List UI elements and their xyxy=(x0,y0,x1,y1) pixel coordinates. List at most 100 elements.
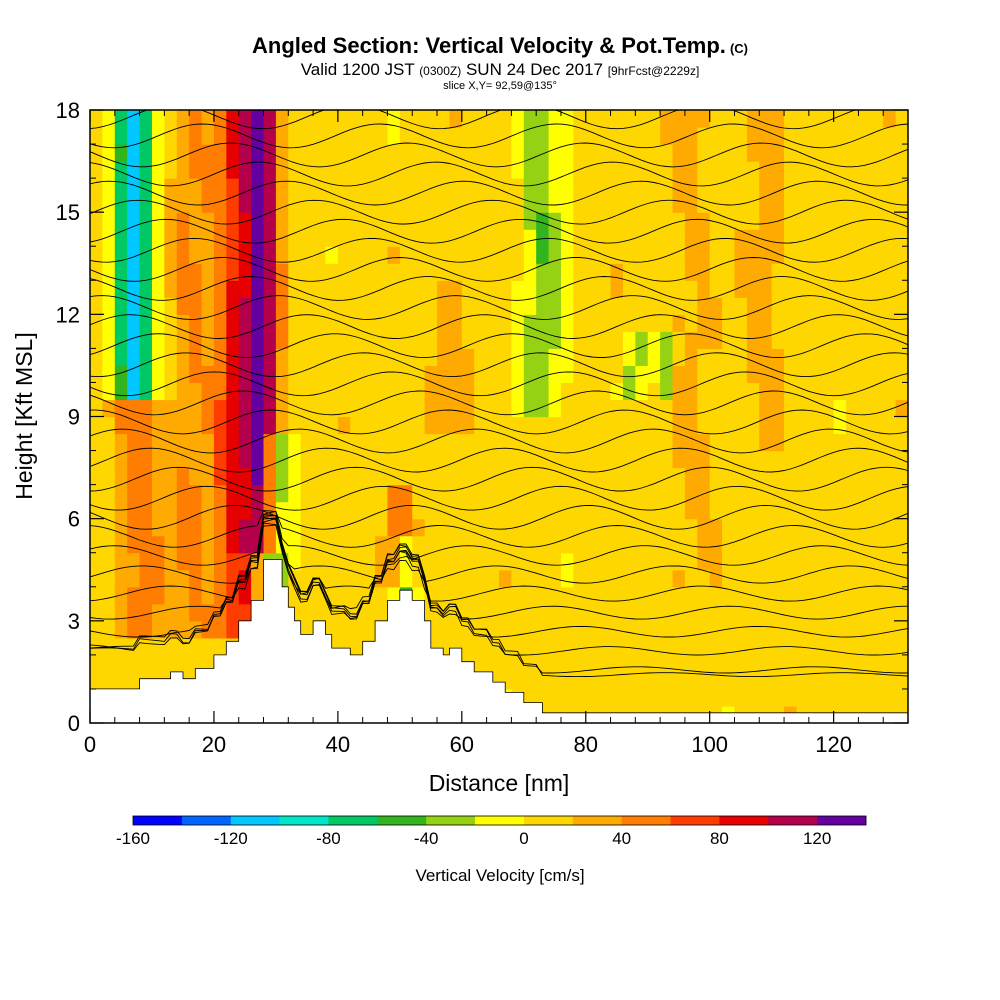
velocity-cell xyxy=(672,484,686,503)
velocity-cell xyxy=(548,535,562,554)
velocity-cell xyxy=(201,127,215,145)
velocity-cell xyxy=(746,331,760,349)
velocity-cell xyxy=(560,586,574,605)
velocity-cell xyxy=(337,178,351,196)
velocity-cell xyxy=(275,416,289,435)
velocity-cell xyxy=(796,501,810,520)
velocity-cell xyxy=(325,127,339,145)
velocity-cell xyxy=(598,535,612,554)
velocity-cell xyxy=(449,433,463,452)
velocity-cell xyxy=(511,467,525,486)
velocity-cell xyxy=(474,110,488,128)
velocity-cell xyxy=(796,416,810,435)
velocity-cell xyxy=(300,450,314,469)
velocity-cell xyxy=(598,586,612,605)
velocity-cell xyxy=(895,246,908,264)
velocity-cell xyxy=(573,688,587,707)
velocity-cell xyxy=(151,399,165,418)
velocity-cell xyxy=(784,212,798,230)
velocity-cell xyxy=(833,297,847,315)
velocity-cell xyxy=(399,263,413,281)
velocity-cell xyxy=(610,467,624,486)
velocity-cell xyxy=(746,620,760,639)
velocity-cell xyxy=(461,161,475,179)
velocity-cell xyxy=(449,569,463,588)
velocity-cell xyxy=(189,484,203,503)
velocity-cell xyxy=(226,518,240,537)
velocity-cell xyxy=(784,671,798,690)
velocity-cell xyxy=(461,297,475,315)
velocity-cell xyxy=(375,331,389,349)
velocity-cell xyxy=(486,144,500,162)
velocity-cell xyxy=(375,518,389,537)
velocity-cell xyxy=(499,399,512,418)
velocity-cell xyxy=(895,467,908,486)
velocity-cell xyxy=(412,501,426,520)
velocity-cell xyxy=(660,637,674,656)
velocity-cell xyxy=(709,348,723,367)
slice-label: slice X,Y= 92,59@135° xyxy=(443,80,557,92)
velocity-cell xyxy=(746,195,760,213)
velocity-cell xyxy=(622,127,636,145)
colorbar-swatch xyxy=(230,816,280,825)
velocity-cell xyxy=(288,280,302,298)
velocity-cell xyxy=(523,382,537,401)
velocity-cell xyxy=(722,178,736,196)
velocity-cell xyxy=(846,620,860,639)
velocity-cell xyxy=(300,399,314,418)
velocity-cell xyxy=(325,450,339,469)
velocity-cell xyxy=(511,416,525,435)
velocity-cell xyxy=(771,229,785,247)
title-suffix: (C) xyxy=(729,41,748,56)
velocity-cell xyxy=(201,637,215,656)
velocity-cell xyxy=(114,280,128,298)
velocity-cell xyxy=(722,246,736,264)
velocity-cell xyxy=(697,688,711,707)
velocity-cell xyxy=(499,297,512,315)
velocity-cell xyxy=(796,671,810,690)
velocity-cell xyxy=(808,586,822,605)
velocity-cell xyxy=(362,348,376,367)
velocity-cell xyxy=(213,229,227,247)
velocity-cell xyxy=(622,450,636,469)
velocity-cell xyxy=(672,450,686,469)
velocity-cell xyxy=(275,314,289,332)
velocity-cell xyxy=(164,161,178,179)
velocity-cell xyxy=(883,552,897,571)
velocity-cell xyxy=(635,484,649,503)
velocity-cell xyxy=(585,127,599,145)
velocity-cell xyxy=(697,654,711,673)
velocity-cell xyxy=(275,467,289,486)
velocity-cell xyxy=(275,127,289,145)
velocity-cell xyxy=(672,127,686,145)
velocity-cell xyxy=(412,144,426,162)
velocity-cell xyxy=(350,637,364,656)
velocity-cell xyxy=(660,161,674,179)
velocity-cell xyxy=(771,671,785,690)
velocity-cell xyxy=(176,280,190,298)
colorbar-title: Vertical Velocity [cm/s] xyxy=(415,866,584,885)
velocity-cell xyxy=(127,297,141,315)
velocity-cell xyxy=(189,433,203,452)
velocity-cell xyxy=(362,382,376,401)
velocity-cell xyxy=(176,144,190,162)
velocity-cell xyxy=(870,501,884,520)
velocity-cell xyxy=(350,586,364,605)
velocity-cell xyxy=(151,620,165,639)
velocity-cell xyxy=(238,246,252,264)
velocity-cell xyxy=(511,263,525,281)
velocity-cell xyxy=(536,297,550,315)
velocity-cell xyxy=(883,280,897,298)
velocity-cell xyxy=(90,637,103,656)
velocity-cell xyxy=(573,110,587,128)
velocity-cell xyxy=(486,348,500,367)
velocity-cell xyxy=(201,246,215,264)
velocity-cell xyxy=(536,603,550,622)
velocity-cell xyxy=(585,535,599,554)
colorbar-swatch xyxy=(133,816,183,825)
velocity-cell xyxy=(610,620,624,639)
velocity-cell xyxy=(635,331,649,349)
velocity-cell xyxy=(858,484,872,503)
velocity-cell xyxy=(114,433,128,452)
velocity-cell xyxy=(325,501,339,520)
